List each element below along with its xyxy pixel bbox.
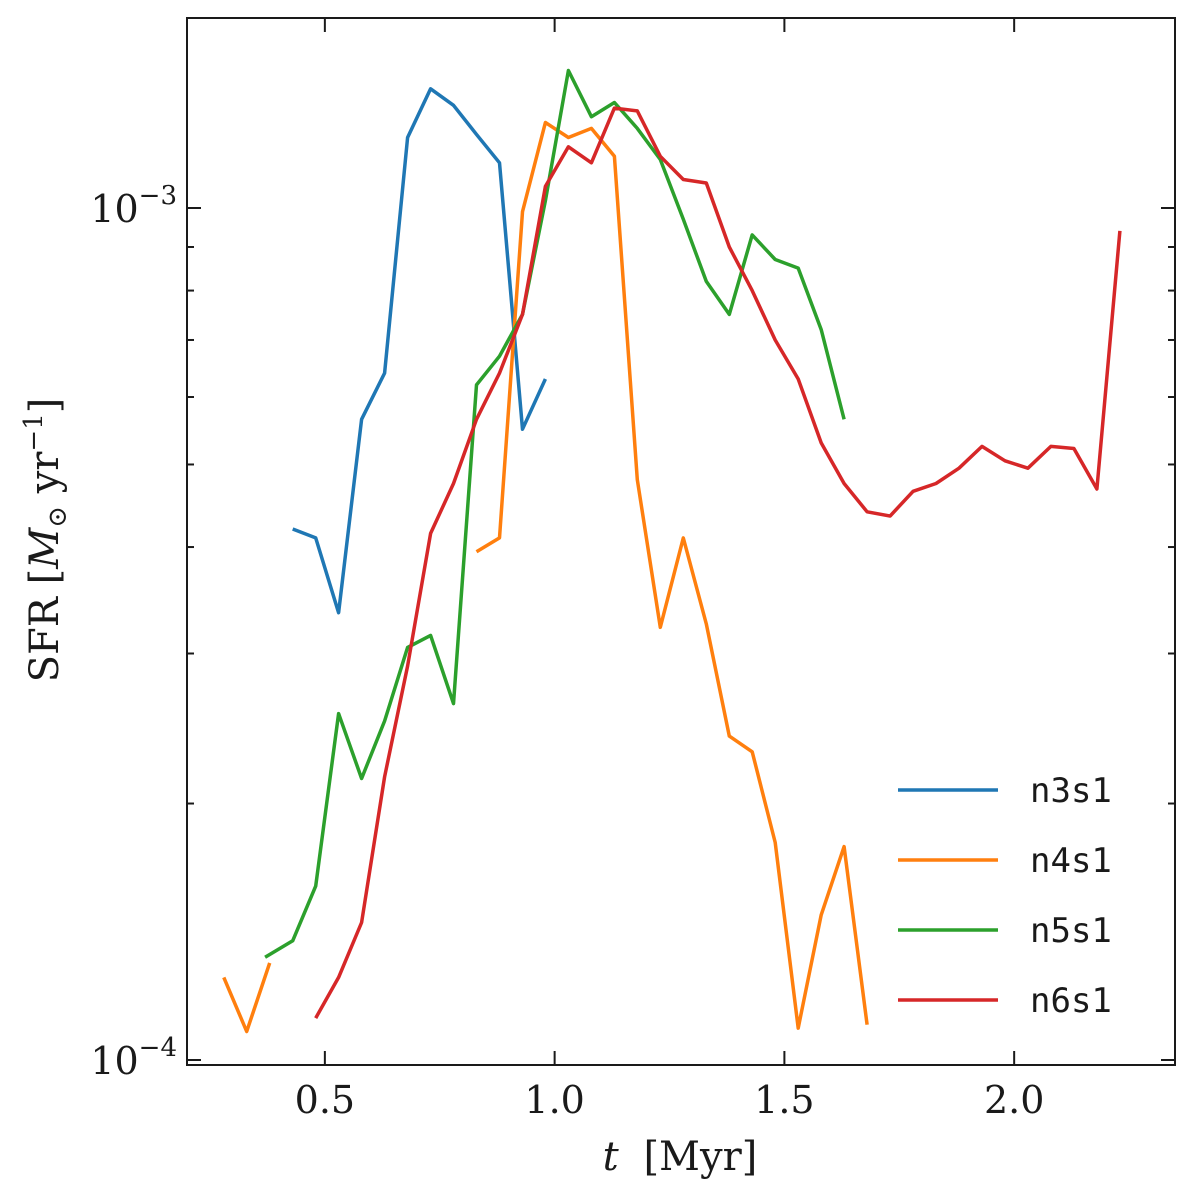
- legend-label-n6s1: n6s1: [1030, 981, 1112, 1021]
- series-line-n5s1: [264, 68, 846, 959]
- series-layer: [222, 68, 1122, 1034]
- y-tick-label: 10−4: [90, 1033, 177, 1083]
- legend-label-n3s1: n3s1: [1030, 771, 1112, 811]
- x-axis-label: t [Myr]: [603, 1134, 758, 1180]
- x-tick-label: 0.5: [295, 1078, 355, 1122]
- x-tick-label: 1.5: [754, 1078, 814, 1122]
- x-tick-label: 1.0: [524, 1078, 584, 1122]
- series-line-n4s1-segment-2: [475, 120, 869, 1030]
- y-tick-label: 10−3: [90, 181, 177, 231]
- legend-label-n5s1: n5s1: [1030, 911, 1112, 951]
- series-line-n3s1: [292, 87, 547, 615]
- legend: n3s1 n4s1 n5s1 n6s1: [898, 771, 1112, 1021]
- axis-ticks: 0.5 1.0 1.5 2.0 10−4 10−3: [90, 18, 1175, 1122]
- plot-frame: [186, 17, 1176, 1066]
- y-axis-label: SFR [M⊙ yr−1]: [19, 398, 73, 683]
- series-line-n4s1-segment-1: [222, 962, 272, 1034]
- series-line-n6s1: [314, 106, 1122, 1019]
- x-tick-label: 2.0: [984, 1078, 1044, 1122]
- legend-label-n4s1: n4s1: [1030, 841, 1112, 881]
